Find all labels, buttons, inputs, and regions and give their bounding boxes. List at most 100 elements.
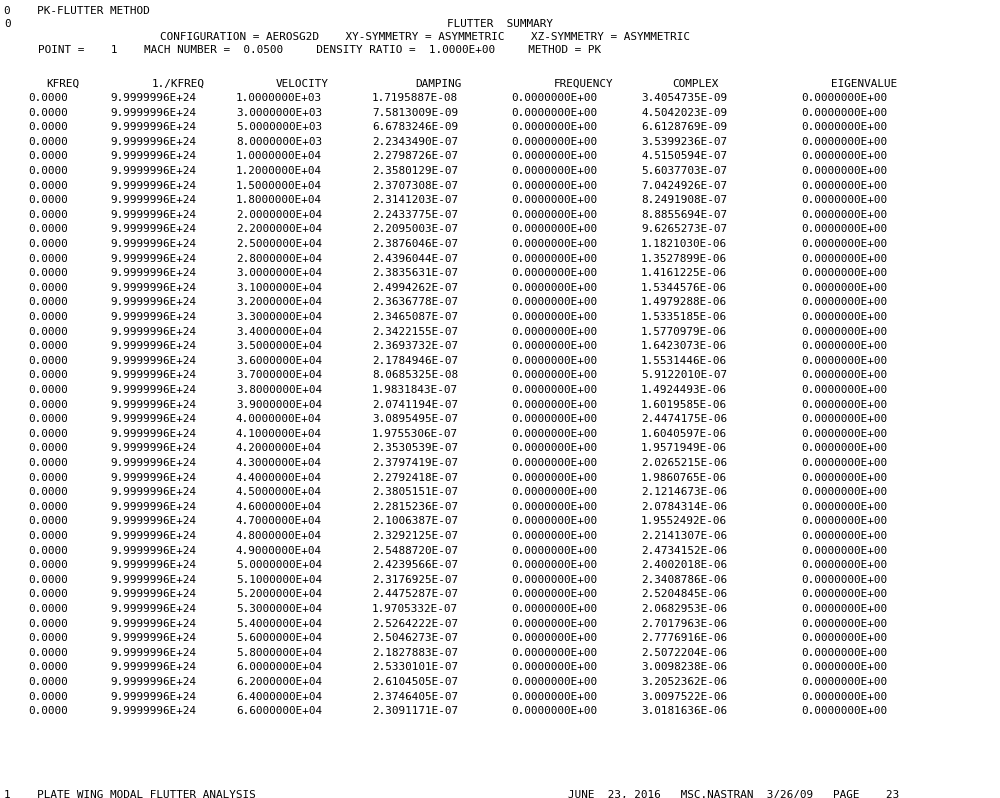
Text: 0.0000000E+00: 0.0000000E+00 <box>511 282 597 293</box>
Text: 1.2000000E+04: 1.2000000E+04 <box>236 166 322 176</box>
Text: 2.3707308E-07: 2.3707308E-07 <box>372 180 458 191</box>
Text: 1.1821030E-06: 1.1821030E-06 <box>641 239 727 249</box>
Text: 2.0682953E-06: 2.0682953E-06 <box>641 604 727 614</box>
Text: JUNE  23, 2016   MSC.NASTRAN  3/26/09   PAGE    23: JUNE 23, 2016 MSC.NASTRAN 3/26/09 PAGE 2… <box>568 790 899 798</box>
Text: 3.0097522E-06: 3.0097522E-06 <box>641 692 727 701</box>
Text: COMPLEX: COMPLEX <box>672 79 718 89</box>
Text: FREQUENCY: FREQUENCY <box>554 79 614 89</box>
Text: 0.0000000E+00: 0.0000000E+00 <box>511 210 597 219</box>
Text: 0.0000: 0.0000 <box>28 604 68 614</box>
Text: 9.9999996E+24: 9.9999996E+24 <box>110 370 196 381</box>
Text: 9.9999996E+24: 9.9999996E+24 <box>110 648 196 658</box>
Text: 0.0000: 0.0000 <box>28 633 68 643</box>
Text: 0.0000000E+00: 0.0000000E+00 <box>511 414 597 425</box>
Text: 7.5813009E-09: 7.5813009E-09 <box>372 108 458 117</box>
Text: 0.0000000E+00: 0.0000000E+00 <box>801 254 887 263</box>
Text: 2.3422155E-07: 2.3422155E-07 <box>372 326 458 337</box>
Text: 9.9999996E+24: 9.9999996E+24 <box>110 560 196 571</box>
Text: 9.9999996E+24: 9.9999996E+24 <box>110 662 196 673</box>
Text: 0.0000000E+00: 0.0000000E+00 <box>511 516 597 527</box>
Text: 2.5488720E-07: 2.5488720E-07 <box>372 546 458 555</box>
Text: 0.0000000E+00: 0.0000000E+00 <box>511 342 597 351</box>
Text: 0.0000: 0.0000 <box>28 326 68 337</box>
Text: 2.5204845E-06: 2.5204845E-06 <box>641 590 727 599</box>
Text: 6.0000000E+04: 6.0000000E+04 <box>236 662 322 673</box>
Text: 5.3000000E+04: 5.3000000E+04 <box>236 604 322 614</box>
Text: 0.0000000E+00: 0.0000000E+00 <box>801 444 887 453</box>
Text: 0.0000000E+00: 0.0000000E+00 <box>801 224 887 235</box>
Text: 0.0000000E+00: 0.0000000E+00 <box>801 356 887 365</box>
Text: 0.0000000E+00: 0.0000000E+00 <box>511 224 597 235</box>
Text: 0.0000000E+00: 0.0000000E+00 <box>801 692 887 701</box>
Text: 0.0000000E+00: 0.0000000E+00 <box>801 326 887 337</box>
Text: 2.4474175E-06: 2.4474175E-06 <box>641 414 727 425</box>
Text: 0.0000000E+00: 0.0000000E+00 <box>511 677 597 687</box>
Text: 9.9999996E+24: 9.9999996E+24 <box>110 414 196 425</box>
Text: 2.0265215E-06: 2.0265215E-06 <box>641 458 727 468</box>
Text: 3.7000000E+04: 3.7000000E+04 <box>236 370 322 381</box>
Text: 4.3000000E+04: 4.3000000E+04 <box>236 458 322 468</box>
Text: 0.0000000E+00: 0.0000000E+00 <box>511 196 597 205</box>
Text: 4.4000000E+04: 4.4000000E+04 <box>236 472 322 483</box>
Text: 3.3000000E+04: 3.3000000E+04 <box>236 312 322 322</box>
Text: 2.2343490E-07: 2.2343490E-07 <box>372 136 458 147</box>
Text: 0.0000000E+00: 0.0000000E+00 <box>511 706 597 716</box>
Text: 2.1827883E-07: 2.1827883E-07 <box>372 648 458 658</box>
Text: 2.3408786E-06: 2.3408786E-06 <box>641 575 727 585</box>
Text: 2.2792418E-07: 2.2792418E-07 <box>372 472 458 483</box>
Text: 0.0000000E+00: 0.0000000E+00 <box>801 590 887 599</box>
Text: 0.0000: 0.0000 <box>28 312 68 322</box>
Text: 0.0000000E+00: 0.0000000E+00 <box>801 400 887 409</box>
Text: 2.0784314E-06: 2.0784314E-06 <box>641 502 727 512</box>
Text: FLUTTER  SUMMARY: FLUTTER SUMMARY <box>447 19 553 29</box>
Text: 0.0000000E+00: 0.0000000E+00 <box>511 560 597 571</box>
Text: 9.9999996E+24: 9.9999996E+24 <box>110 342 196 351</box>
Text: 1.0000000E+03: 1.0000000E+03 <box>236 93 322 103</box>
Text: 0.0000000E+00: 0.0000000E+00 <box>511 633 597 643</box>
Text: 0.0000: 0.0000 <box>28 546 68 555</box>
Text: 3.0181636E-06: 3.0181636E-06 <box>641 706 727 716</box>
Text: 2.0000000E+04: 2.0000000E+04 <box>236 210 322 219</box>
Text: 9.9999996E+24: 9.9999996E+24 <box>110 312 196 322</box>
Text: 9.9999996E+24: 9.9999996E+24 <box>110 196 196 205</box>
Text: 0.0000: 0.0000 <box>28 516 68 527</box>
Text: 9.9999996E+24: 9.9999996E+24 <box>110 400 196 409</box>
Text: 0.0000000E+00: 0.0000000E+00 <box>801 210 887 219</box>
Text: 0.0000000E+00: 0.0000000E+00 <box>511 268 597 279</box>
Text: 7.0424926E-07: 7.0424926E-07 <box>641 180 727 191</box>
Text: 9.9999996E+24: 9.9999996E+24 <box>110 152 196 161</box>
Text: 3.5399236E-07: 3.5399236E-07 <box>641 136 727 147</box>
Text: 0.0000: 0.0000 <box>28 590 68 599</box>
Text: 0.0000000E+00: 0.0000000E+00 <box>801 342 887 351</box>
Text: 0.0000: 0.0000 <box>28 342 68 351</box>
Text: 9.9999996E+24: 9.9999996E+24 <box>110 93 196 103</box>
Text: 9.9999996E+24: 9.9999996E+24 <box>110 706 196 716</box>
Text: 0.0000: 0.0000 <box>28 618 68 629</box>
Text: 0.0000000E+00: 0.0000000E+00 <box>511 575 597 585</box>
Text: 0.0000000E+00: 0.0000000E+00 <box>801 472 887 483</box>
Text: 0.0000000E+00: 0.0000000E+00 <box>511 546 597 555</box>
Text: 9.9999996E+24: 9.9999996E+24 <box>110 282 196 293</box>
Text: 9.9999996E+24: 9.9999996E+24 <box>110 166 196 176</box>
Text: 0.0000: 0.0000 <box>28 210 68 219</box>
Text: 6.2000000E+04: 6.2000000E+04 <box>236 677 322 687</box>
Text: 9.9999996E+24: 9.9999996E+24 <box>110 575 196 585</box>
Text: 3.4000000E+04: 3.4000000E+04 <box>236 326 322 337</box>
Text: 0.0000: 0.0000 <box>28 677 68 687</box>
Text: 0.0000: 0.0000 <box>28 356 68 365</box>
Text: 0.0000000E+00: 0.0000000E+00 <box>801 414 887 425</box>
Text: 0.0000000E+00: 0.0000000E+00 <box>801 385 887 395</box>
Text: 2.2000000E+04: 2.2000000E+04 <box>236 224 322 235</box>
Text: 0.0000: 0.0000 <box>28 224 68 235</box>
Text: 2.3176925E-07: 2.3176925E-07 <box>372 575 458 585</box>
Text: 2.0741194E-07: 2.0741194E-07 <box>372 400 458 409</box>
Text: 2.5072204E-06: 2.5072204E-06 <box>641 648 727 658</box>
Text: 0.0000000E+00: 0.0000000E+00 <box>801 122 887 132</box>
Text: 6.6128769E-09: 6.6128769E-09 <box>641 122 727 132</box>
Text: 0: 0 <box>4 19 11 29</box>
Text: 0.0000000E+00: 0.0000000E+00 <box>511 472 597 483</box>
Text: 0.0000: 0.0000 <box>28 108 68 117</box>
Text: 2.4994262E-07: 2.4994262E-07 <box>372 282 458 293</box>
Text: 0.0000000E+00: 0.0000000E+00 <box>801 575 887 585</box>
Text: 0.0000: 0.0000 <box>28 400 68 409</box>
